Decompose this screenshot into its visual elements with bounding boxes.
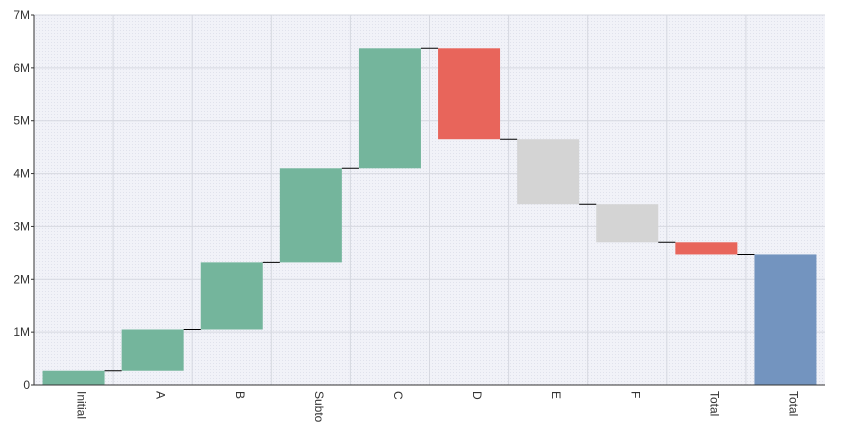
x-tick-label: B: [233, 391, 247, 399]
x-tick-label: Total: [707, 391, 721, 416]
x-tick-label: F: [628, 391, 642, 398]
x-tick-label: A: [154, 391, 168, 399]
x-tick-labels: Initial A B Subto C D E F Total Total: [75, 391, 801, 423]
bar-total-9: [754, 254, 817, 385]
y-tick-label: 7M: [13, 8, 30, 22]
x-tick-label: Total: [786, 391, 800, 416]
y-tick-labels: 0 1M 2M 3M 4M 5M 6M 7M: [13, 8, 30, 392]
grid-lines: [34, 14, 825, 385]
y-tick-label: 3M: [13, 219, 30, 233]
bar-f-7: [596, 204, 659, 243]
x-tick-label: D: [470, 391, 484, 400]
bar-d-5: [438, 48, 501, 140]
bar-subto-3: [279, 168, 342, 263]
bar-a-1: [121, 329, 184, 371]
axes: [31, 14, 825, 386]
bar-b-2: [200, 262, 263, 330]
y-tick-label: 4M: [13, 167, 30, 181]
x-tick-label: Subto: [312, 391, 326, 423]
bars: [42, 48, 817, 385]
y-tick-label: 2M: [13, 272, 30, 286]
connector-lines: [104, 47, 755, 372]
y-tick-label: 1M: [13, 325, 30, 339]
bar-e-6: [517, 139, 580, 205]
bar-c-4: [358, 48, 421, 169]
x-tick-label: E: [549, 391, 563, 399]
x-tick-label: C: [391, 391, 405, 400]
y-tick-label: 5M: [13, 114, 30, 128]
y-tick-label: 0: [23, 378, 30, 392]
bar-initial-0: [42, 370, 105, 385]
bar-total-8: [675, 242, 738, 255]
x-tick-label: Initial: [75, 391, 89, 419]
y-tick-label: 6M: [13, 61, 30, 75]
